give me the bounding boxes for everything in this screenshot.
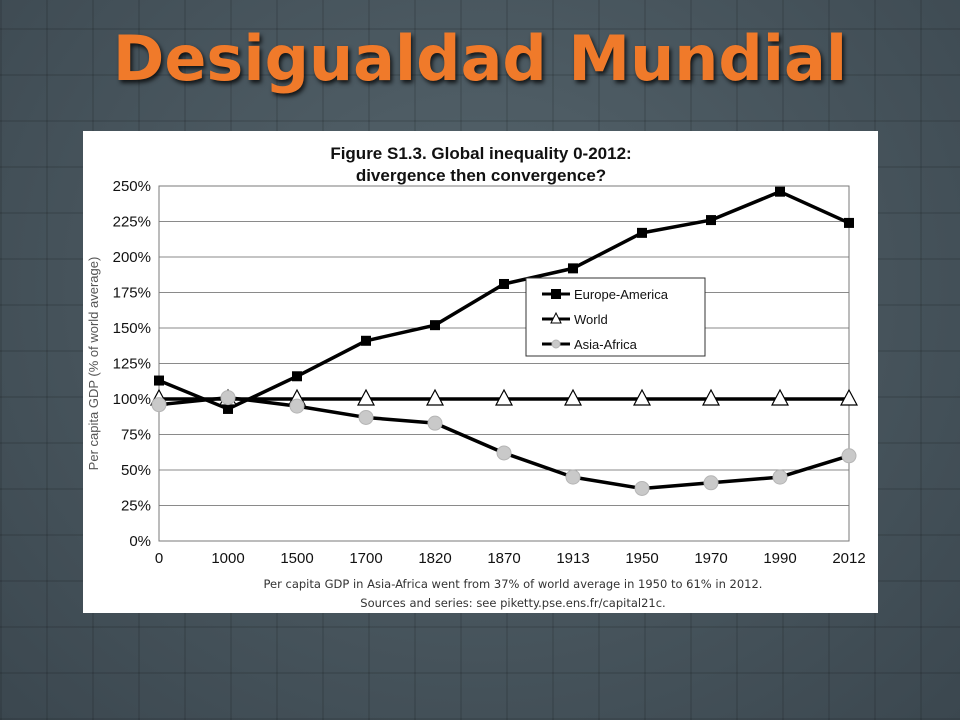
chart-panel: Figure S1.3. Global inequality 0-2012: d…	[83, 131, 878, 613]
y-tick-label: 75%	[121, 427, 151, 444]
data-point-asia-africa	[703, 475, 719, 491]
x-tick-label: 0	[155, 550, 163, 567]
series-line-europe-america	[158, 189, 850, 411]
y-axis-label: Per capita GDP (% of world average)	[86, 257, 101, 471]
y-tick-label: 50%	[121, 462, 151, 479]
legend-label-asia-africa: Asia-Africa	[574, 337, 638, 352]
data-point-world	[495, 388, 513, 406]
series-layer	[150, 186, 858, 496]
data-point-world	[840, 388, 858, 406]
legend: Europe-America World Asia-Africa	[525, 277, 706, 357]
data-point-europe-america	[292, 371, 302, 382]
data-point-asia-africa	[151, 397, 167, 413]
data-point-world	[702, 388, 720, 406]
data-point-europe-america	[154, 375, 164, 386]
y-tick-label: 150%	[113, 320, 151, 337]
data-point-europe-america	[775, 186, 785, 197]
data-point-europe-america	[499, 278, 509, 289]
x-tick-label: 1970	[694, 550, 727, 567]
data-point-europe-america	[361, 335, 371, 346]
data-point-asia-africa	[427, 415, 443, 431]
y-tick-label: 25%	[121, 498, 151, 515]
data-point-asia-africa	[841, 448, 857, 464]
x-tick-label: 1000	[211, 550, 244, 567]
legend-label-world: World	[574, 312, 608, 327]
y-tick-label: 100%	[113, 391, 151, 408]
y-tick-label: 175%	[113, 285, 151, 302]
series-line-asia-africa	[158, 395, 850, 491]
x-tick-label: 1870	[487, 550, 520, 567]
footnote-asia-africa: Per capita GDP in Asia-Africa went from …	[264, 577, 763, 591]
x-tick-label: 1990	[763, 550, 796, 567]
data-point-world	[564, 388, 582, 406]
data-point-world	[426, 388, 444, 406]
y-tick-label: 250%	[113, 178, 151, 195]
y-tick-label: 125%	[113, 356, 151, 373]
data-point-europe-america	[430, 320, 440, 331]
x-tick-label: 1913	[556, 550, 589, 567]
y-tick-label: 0%	[129, 533, 151, 550]
x-tick-label: 1500	[280, 550, 313, 567]
data-point-europe-america	[706, 215, 716, 226]
data-point-asia-africa	[358, 409, 374, 425]
legend-marker-asia-africa	[551, 339, 561, 349]
data-point-asia-africa	[772, 469, 788, 485]
chart-title: Figure S1.3. Global inequality 0-2012:	[330, 144, 631, 163]
data-point-asia-africa	[496, 445, 512, 461]
x-tick-label: 1700	[349, 550, 382, 567]
legend-marker-world	[550, 311, 562, 324]
y-tick-label: 200%	[113, 249, 151, 266]
line-chart: Figure S1.3. Global inequality 0-2012: d…	[86, 144, 866, 610]
data-point-europe-america	[568, 263, 578, 274]
data-point-world	[633, 388, 651, 406]
data-point-asia-africa	[289, 398, 305, 414]
data-point-asia-africa	[220, 390, 236, 406]
grid-lines	[159, 185, 849, 542]
legend-label-europe-america: Europe-America	[574, 287, 669, 302]
y-tick-label: 225%	[113, 214, 151, 231]
data-point-europe-america	[223, 403, 233, 414]
x-tick-label: 2012	[832, 550, 865, 567]
data-point-europe-america	[844, 217, 854, 228]
data-point-asia-africa	[565, 469, 581, 485]
data-point-world	[357, 388, 375, 406]
x-tick-label: 1820	[418, 550, 451, 567]
footnote-sources: Sources and series: see piketty.pse.ens.…	[360, 596, 665, 610]
legend-marker-europe-america	[551, 289, 561, 299]
axes: 0% 25% 50% 75% 100% 125% 150% 175% 200% 225% 250% 0…	[113, 178, 866, 567]
slide-title: Desigualdad Mundial	[112, 22, 848, 95]
chart-subtitle: divergence then convergence?	[356, 166, 606, 185]
x-tick-label: 1950	[625, 550, 658, 567]
data-point-asia-africa	[634, 480, 650, 496]
data-point-europe-america	[637, 227, 647, 238]
data-point-world	[771, 388, 789, 406]
plot-area-frame	[158, 185, 850, 542]
